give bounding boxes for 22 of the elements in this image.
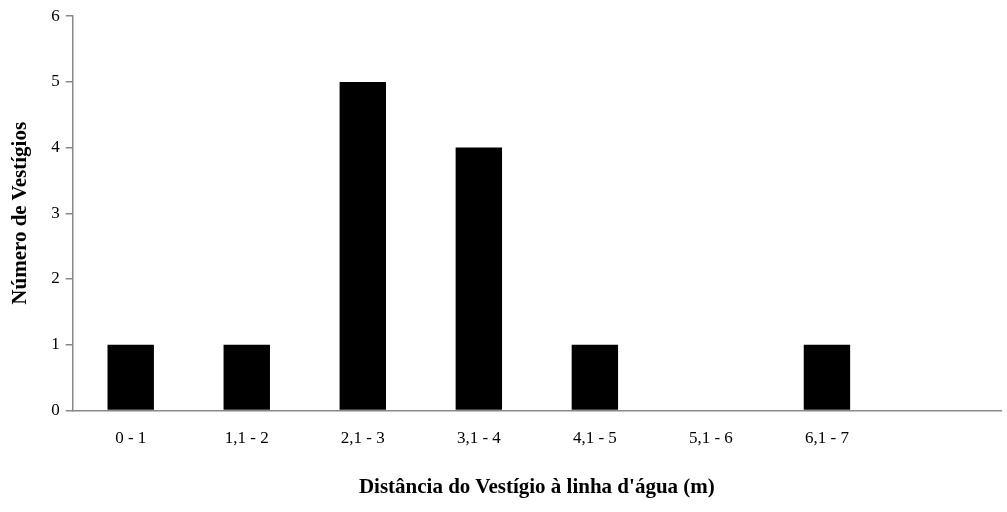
y-tick-label: 4 — [51, 137, 61, 157]
x-axis-title: Distância do Vestígio à linha d'água (m) — [358, 473, 715, 498]
y-tick-label: 5 — [51, 71, 60, 91]
bar — [803, 344, 851, 410]
x-tick-label: 0 - 1 — [115, 428, 147, 448]
bar — [223, 344, 270, 410]
bar — [571, 344, 619, 410]
x-tick-label: 2,1 - 3 — [340, 428, 385, 448]
y-tick-label: 2 — [51, 268, 60, 288]
x-tick-label: 5,1 - 6 — [688, 428, 733, 448]
x-tick-label: 6,1 - 7 — [804, 428, 850, 448]
y-tick-label: 0 — [51, 399, 60, 419]
x-tick-label: 1,1 - 2 — [224, 428, 269, 448]
bar — [455, 147, 503, 410]
bar — [339, 81, 386, 410]
bar — [107, 344, 154, 410]
y-tick-label: 6 — [51, 5, 60, 25]
x-tick-label: 3,1 - 4 — [456, 428, 502, 448]
y-axis-title: Número de Vestígios — [7, 121, 32, 305]
x-tick-label: 4,1 - 5 — [572, 428, 617, 448]
y-tick-label: 3 — [51, 202, 60, 222]
y-tick-label: 1 — [51, 334, 60, 354]
